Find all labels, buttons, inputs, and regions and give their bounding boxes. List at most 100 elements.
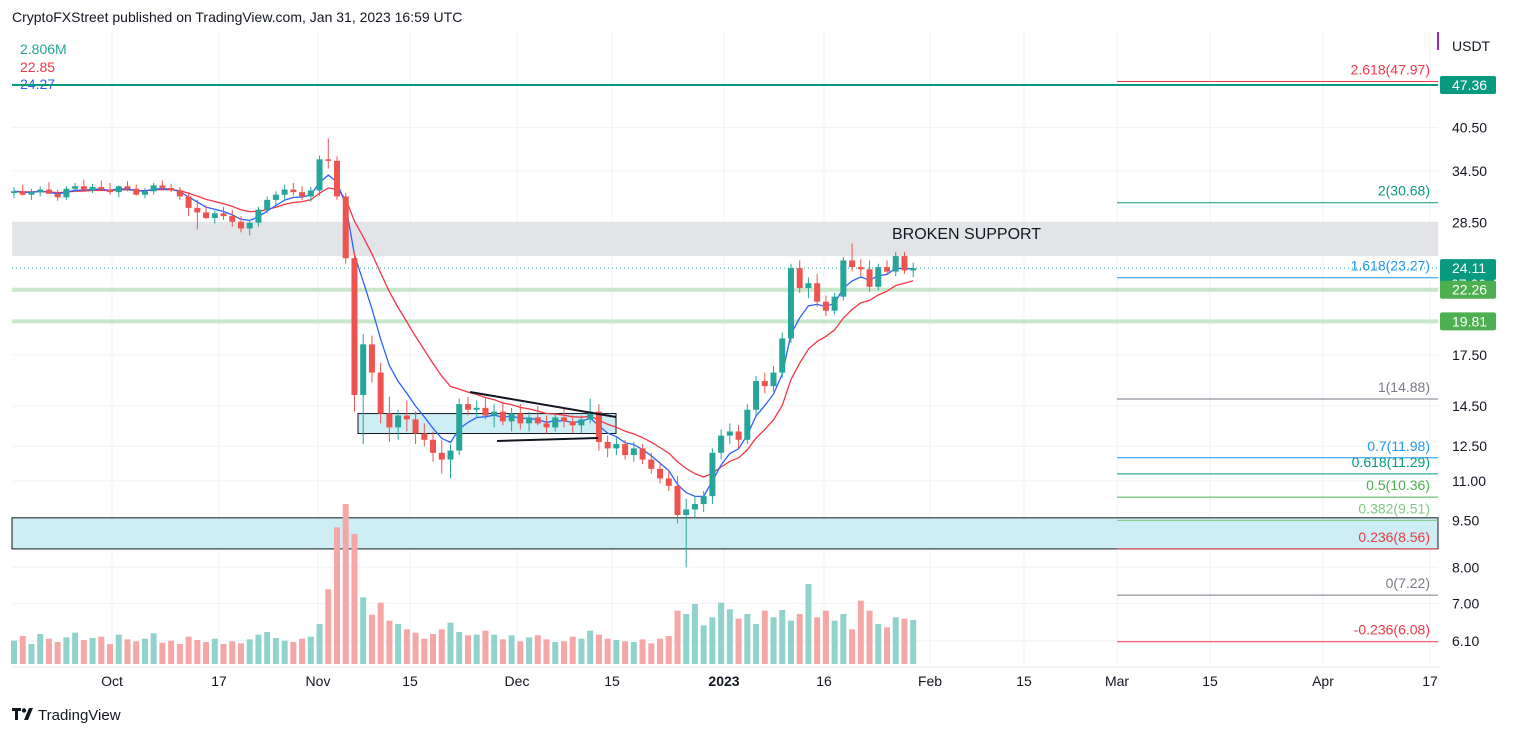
candle <box>386 396 393 442</box>
candle-body <box>456 404 463 451</box>
candle <box>11 187 17 199</box>
drawings <box>469 32 1439 442</box>
volume-bar <box>264 632 271 664</box>
volume-bar <box>11 640 17 664</box>
candle-body <box>316 159 323 191</box>
volume-bar <box>325 589 332 664</box>
candle <box>325 138 332 169</box>
candle <box>63 186 70 200</box>
volume-bar <box>412 632 419 664</box>
candle-body <box>526 417 533 424</box>
price-tick-label: 28.50 <box>1452 215 1487 231</box>
volume-bar <box>386 620 393 664</box>
fib-level-label: 2(30.68) <box>1378 183 1430 199</box>
candle <box>718 429 725 460</box>
volume-bar <box>37 634 44 664</box>
candle-body <box>89 187 96 191</box>
candle <box>595 404 602 451</box>
price-tick-label: 11.00 <box>1452 473 1486 489</box>
candle <box>447 444 454 479</box>
candle-body <box>473 407 480 410</box>
candle <box>910 262 917 278</box>
candle <box>779 332 786 378</box>
candle-body <box>430 439 437 453</box>
volume-bar <box>133 641 140 664</box>
candle-body <box>543 423 550 428</box>
candle-body <box>892 256 899 272</box>
candle-body <box>691 504 698 510</box>
volume-bar <box>45 638 52 664</box>
candle-body <box>857 267 864 270</box>
candle-body <box>421 433 428 440</box>
candlesticks <box>11 138 917 568</box>
price-tick-label: 34.50 <box>1452 163 1487 179</box>
candle <box>691 496 698 518</box>
chart-zones: BROKEN SUPPORT <box>11 83 1439 550</box>
fib-level-label: 1(14.88) <box>1378 379 1430 395</box>
candle <box>124 181 131 192</box>
volume-bar <box>892 617 899 664</box>
candle <box>194 199 201 230</box>
candle <box>19 184 26 196</box>
candle <box>587 398 594 424</box>
volume-bar <box>779 610 786 664</box>
candle <box>307 187 314 202</box>
volume-bar <box>753 624 760 664</box>
candle <box>552 413 559 432</box>
volume-bar <box>578 638 585 664</box>
candle <box>849 243 856 272</box>
candle-body <box>403 415 410 420</box>
candle-body <box>185 196 192 208</box>
publisher-header: CryptoFXStreet published on TradingView.… <box>12 9 463 25</box>
price-tick-label: 14.50 <box>1452 398 1487 414</box>
demand-zone <box>11 517 1439 550</box>
candle-body <box>325 159 332 161</box>
candle <box>901 251 908 274</box>
candle-body <box>133 188 140 195</box>
currency-label: USDT <box>1452 38 1491 54</box>
candle-body <box>447 450 454 460</box>
volume-bar <box>552 642 559 664</box>
candle-body <box>657 468 664 479</box>
candle <box>543 415 550 434</box>
candle <box>281 184 288 200</box>
candle <box>229 209 236 227</box>
volume-bar <box>124 639 131 664</box>
tradingview-brand[interactable]: TradingView <box>12 707 121 724</box>
fib-level-label: 0.618(11.29) <box>1352 454 1430 470</box>
candle-body <box>639 448 646 460</box>
volume-bar <box>89 638 96 664</box>
candle-body <box>290 189 297 193</box>
volume-bar <box>464 635 471 664</box>
candle-body <box>246 222 253 229</box>
time-tick-label: Mar <box>1105 673 1129 689</box>
candle <box>421 423 428 447</box>
candle <box>185 192 192 217</box>
volume-bar <box>709 617 716 664</box>
time-tick-label: 2023 <box>708 673 739 689</box>
candle-body <box>159 185 166 188</box>
candle <box>831 292 838 315</box>
candle <box>211 210 218 224</box>
candle-body <box>299 192 306 197</box>
volume-bar <box>822 610 829 664</box>
price-tick-label: 12.50 <box>1452 438 1487 454</box>
candle <box>604 435 611 458</box>
candle-body <box>412 419 419 434</box>
candle <box>430 431 437 462</box>
candle-body <box>72 186 79 189</box>
candle <box>761 372 768 394</box>
volume-bar <box>72 632 79 664</box>
tradingview-logo-icon <box>12 707 34 724</box>
candle <box>665 471 672 491</box>
candle-body <box>499 411 506 422</box>
candle-body <box>884 267 890 272</box>
candle-body <box>822 301 829 311</box>
volume-bar <box>430 634 437 664</box>
time-tick-label: 17 <box>1422 673 1438 689</box>
time-tick-label: 17 <box>211 673 227 689</box>
candle-body <box>11 191 17 193</box>
price-axis: USDT 6.10 7.00 8.00 9.50 11.00 12.50 14.50 17.50… <box>1440 38 1506 649</box>
candle-body <box>124 186 131 189</box>
